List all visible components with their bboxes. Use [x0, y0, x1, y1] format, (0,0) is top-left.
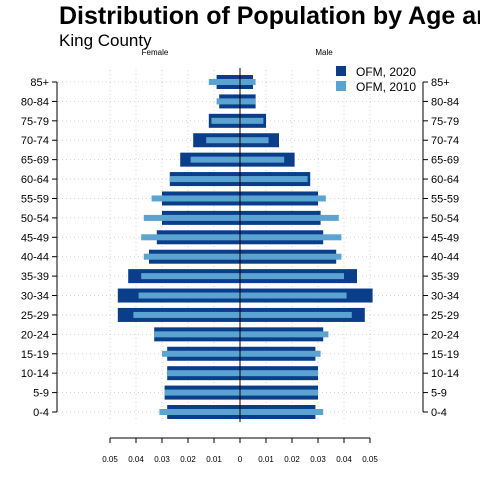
- bar-female-ofm-2010-80-84: [216, 98, 240, 105]
- bar-male-ofm-2010-30-34: [240, 292, 347, 299]
- right-category-label: 55-59: [431, 193, 459, 205]
- left-category-label: 0-4: [33, 407, 49, 419]
- left-category-label: 5-9: [33, 388, 49, 400]
- right-category-label: 20-24: [431, 329, 459, 341]
- bar-female-ofm-2010-10-14: [167, 370, 240, 377]
- left-category-label: 40-44: [21, 252, 49, 264]
- bottom-tick-label: 0.03: [154, 455, 170, 464]
- bar-female-ofm-2010-50-54: [143, 214, 240, 221]
- right-category-label: 5-9: [431, 388, 447, 400]
- right-category-label: 60-64: [431, 174, 459, 186]
- right-category-label: 25-29: [431, 310, 459, 322]
- bar-female-ofm-2010-35-39: [141, 273, 240, 280]
- left-category-label: 80-84: [21, 96, 49, 108]
- legend-label: OFM, 2020: [356, 65, 416, 79]
- right-category-label: 10-14: [431, 368, 459, 380]
- bar-female-ofm-2010-15-19: [162, 350, 240, 357]
- left-category-label: 55-59: [21, 193, 49, 205]
- bottom-tick-label: 0.04: [128, 455, 144, 464]
- bar-female-ofm-2010-85+: [208, 79, 240, 85]
- left-category-label: 60-64: [21, 174, 49, 186]
- legend-swatch: [336, 81, 346, 91]
- bottom-tick-label: 0.03: [310, 455, 326, 464]
- bar-female-ofm-2010-40-44: [143, 253, 240, 260]
- bottom-tick-label: 0.05: [362, 455, 378, 464]
- bar-male-ofm-2010-70-74: [240, 137, 269, 144]
- bar-male-ofm-2010-75-79: [240, 117, 264, 124]
- chart-subtitle: King County: [59, 31, 152, 50]
- bar-female-ofm-2010-45-49: [141, 234, 240, 241]
- legend-swatch: [336, 66, 346, 76]
- legend-label: OFM, 2010: [356, 80, 416, 94]
- bar-female-ofm-2010-30-34: [138, 292, 240, 299]
- bar-female-ofm-2010-65-69: [190, 156, 240, 163]
- bar-male-ofm-2010-15-19: [240, 350, 321, 357]
- right-category-label: 40-44: [431, 252, 459, 264]
- bottom-tick-label: 0.01: [258, 455, 274, 464]
- bar-female-ofm-2010-0-4: [159, 409, 240, 415]
- bar-female-ofm-2010-75-79: [211, 117, 240, 124]
- right-category-label: 45-49: [431, 232, 459, 244]
- bar-female-ofm-2010-70-74: [206, 137, 240, 144]
- bar-male-ofm-2010-65-69: [240, 156, 285, 163]
- bar-male-ofm-2010-0-4: [240, 409, 324, 415]
- left-category-label: 10-14: [21, 368, 49, 380]
- left-category-label: 15-19: [21, 349, 49, 361]
- right-category-label: 35-39: [431, 271, 459, 283]
- bar-female-ofm-2010-60-64: [169, 176, 240, 183]
- male-side-label: Male: [315, 48, 333, 57]
- left-category-label: 45-49: [21, 232, 49, 244]
- bottom-tick-label: 0.05: [102, 455, 118, 464]
- bar-female-ofm-2010-25-29: [133, 311, 240, 318]
- bar-male-ofm-2010-20-24: [240, 331, 329, 338]
- left-category-label: 30-34: [21, 291, 49, 303]
- bar-female-ofm-2010-55-59: [151, 195, 240, 202]
- bar-male-ofm-2010-35-39: [240, 273, 344, 280]
- bar-male-ofm-2010-80-84: [240, 98, 256, 105]
- left-category-label: 50-54: [21, 213, 49, 225]
- right-category-label: 70-74: [431, 135, 459, 147]
- bar-male-ofm-2010-60-64: [240, 176, 308, 183]
- bar-male-ofm-2010-55-59: [240, 195, 326, 202]
- bottom-tick-label: 0: [238, 455, 243, 464]
- bar-male-ofm-2010-50-54: [240, 214, 339, 221]
- bar-male-ofm-2010-5-9: [240, 389, 318, 396]
- bar-male-ofm-2010-10-14: [240, 370, 318, 377]
- right-category-label: 75-79: [431, 116, 459, 128]
- bar-female-ofm-2010-20-24: [154, 331, 240, 338]
- chart-title: Distribution of Population by Age and Se…: [59, 2, 480, 30]
- bars-layer: [117, 75, 373, 419]
- right-category-label: 50-54: [431, 213, 459, 225]
- right-category-label: 80-84: [431, 96, 459, 108]
- bottom-tick-label: 0.02: [180, 455, 196, 464]
- left-category-label: 85+: [30, 77, 49, 89]
- axes-layer: 0-4 0-4 5-9 5-9 10-14 10-14 15-19 15-19 20-24 20-…: [21, 48, 459, 464]
- right-category-label: 15-19: [431, 349, 459, 361]
- left-category-label: 75-79: [21, 116, 49, 128]
- bar-female-ofm-2010-5-9: [164, 389, 240, 396]
- left-category-label: 20-24: [21, 329, 49, 341]
- bar-male-ofm-2010-40-44: [240, 253, 342, 260]
- left-category-label: 65-69: [21, 155, 49, 167]
- female-side-label: Female: [142, 48, 169, 57]
- bar-male-ofm-2010-25-29: [240, 311, 352, 318]
- bottom-tick-label: 0.02: [284, 455, 300, 464]
- left-category-label: 25-29: [21, 310, 49, 322]
- bar-male-ofm-2010-45-49: [240, 234, 342, 241]
- left-category-label: 35-39: [21, 271, 49, 283]
- right-category-label: 65-69: [431, 155, 459, 167]
- bottom-tick-label: 0.04: [336, 455, 352, 464]
- bar-male-ofm-2010-85+: [240, 79, 256, 85]
- bottom-tick-label: 0.01: [206, 455, 222, 464]
- right-category-label: 30-34: [431, 291, 459, 303]
- right-category-label: 85+: [431, 77, 450, 89]
- left-category-label: 70-74: [21, 135, 49, 147]
- right-category-label: 0-4: [431, 407, 447, 419]
